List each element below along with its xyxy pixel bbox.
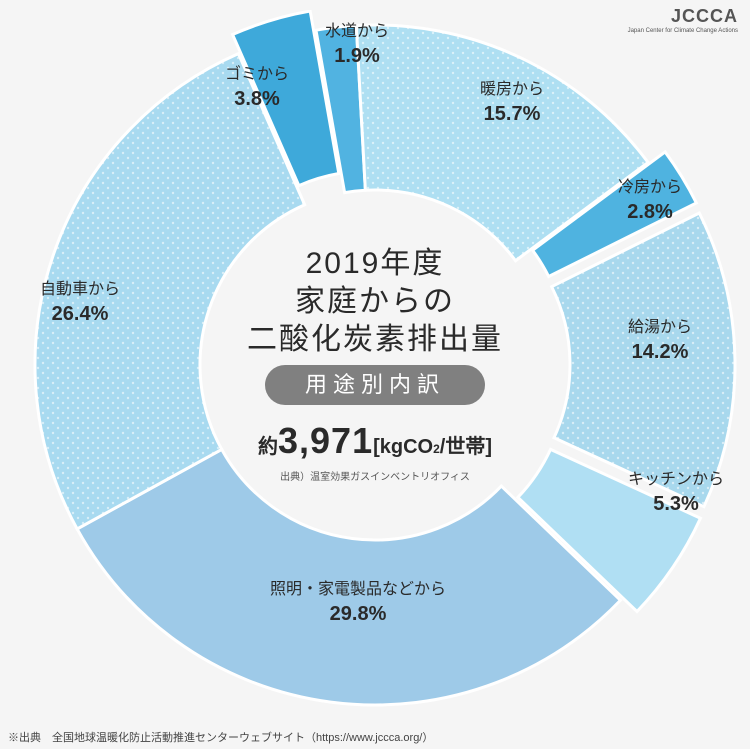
label-car: 自動車から26.4% (40, 280, 120, 327)
label-cooling-pct: 2.8% (618, 199, 682, 225)
total-unit-sub: 2 (433, 442, 440, 456)
total-unit-close: /世帯] (440, 436, 492, 458)
footnote: ※出典 全国地球温暖化防止活動推進センターウェブサイト（https://www.… (8, 729, 433, 745)
logo-subtext: Japan Center for Climate Change Actions (628, 28, 738, 34)
label-lighting-text: 照明・家電製品などから (270, 580, 446, 601)
label-car-text: 自動車から (40, 280, 120, 301)
total-value-row: 約3,971[kgCO2/世帯] (0, 420, 750, 462)
label-car-pct: 26.4% (40, 301, 120, 327)
label-lighting: 照明・家電製品などから29.8% (270, 580, 446, 627)
label-hotwater: 給湯から14.2% (628, 318, 692, 365)
label-garbage-text: ゴミから (225, 65, 289, 86)
logo-text: JCCCA (671, 6, 738, 27)
label-garbage-pct: 3.8% (225, 86, 289, 112)
label-hotwater-text: 給湯から (628, 318, 692, 339)
label-lighting-pct: 29.8% (270, 601, 446, 627)
label-kitchen-text: キッチンから (628, 470, 724, 491)
label-cooling-text: 冷房から (618, 178, 682, 199)
total-prefix: 約 (258, 436, 278, 458)
label-water-pct: 1.9% (325, 43, 389, 69)
label-garbage: ゴミから3.8% (225, 65, 289, 112)
label-heating-text: 暖房から (480, 80, 544, 101)
label-kitchen: キッチンから5.3% (628, 470, 724, 517)
total-unit-open: [kgCO (373, 436, 433, 458)
label-heating-pct: 15.7% (480, 101, 544, 127)
total-value: 3,971 (278, 420, 373, 461)
label-water: 水道から1.9% (325, 22, 389, 69)
subtitle-badge: 用途別内訳 (265, 365, 485, 405)
label-cooling: 冷房から2.8% (618, 178, 682, 225)
label-water-text: 水道から (325, 22, 389, 43)
label-kitchen-pct: 5.3% (628, 491, 724, 517)
label-hotwater-pct: 14.2% (628, 339, 692, 365)
label-heating: 暖房から15.7% (480, 80, 544, 127)
